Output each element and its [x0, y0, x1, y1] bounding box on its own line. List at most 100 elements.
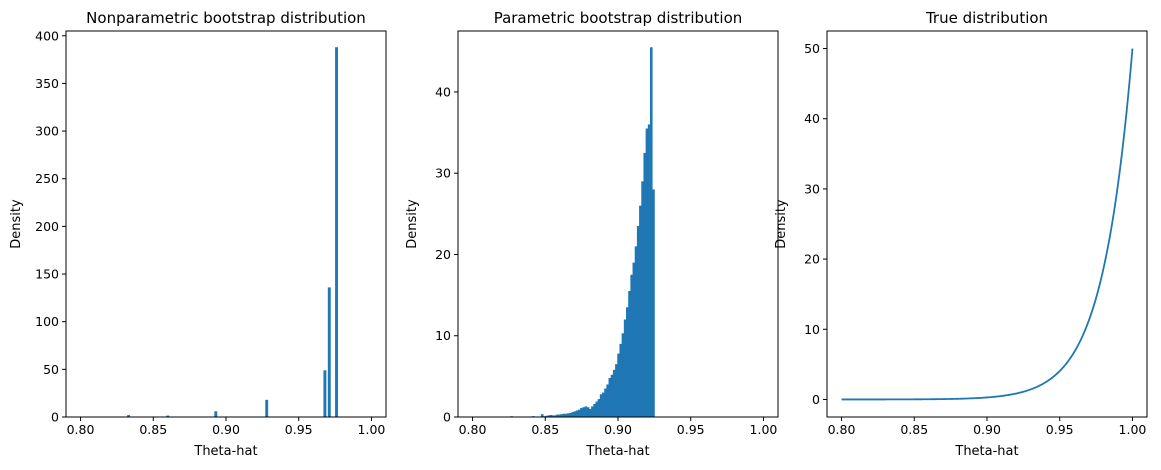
histogram-bar	[586, 407, 590, 417]
histogram-bar	[582, 407, 585, 417]
histogram-bar	[588, 408, 592, 417]
histogram-bar	[540, 414, 544, 417]
x-tick-label: 1.00	[1119, 422, 1147, 437]
y-tick-label: 300	[35, 124, 59, 139]
x-tick-label: 0.90	[604, 422, 632, 437]
y-tick-label: 40	[804, 111, 820, 126]
y-tick-label: 200	[35, 219, 59, 234]
histogram-bar	[166, 415, 170, 417]
x-axis-label: Theta-hat	[585, 444, 649, 459]
x-tick-label: 0.95	[1046, 422, 1074, 437]
histogram-bar	[265, 399, 269, 417]
histogram-bar	[599, 394, 603, 417]
histogram-bar	[604, 388, 607, 417]
y-axis-label: Density	[405, 199, 420, 249]
x-tick-label: 1.00	[358, 422, 386, 437]
y-tick-label: 100	[35, 314, 59, 329]
y-tick-label: 30	[804, 181, 820, 196]
y-tick-label: 150	[35, 267, 59, 282]
y-tick-label: 20	[804, 252, 820, 267]
x-tick-label: 0.85	[900, 422, 928, 437]
histogram-bar	[573, 411, 577, 417]
histogram-bar	[584, 406, 588, 417]
x-tick-label: 0.90	[212, 422, 240, 437]
histogram-bar	[632, 262, 636, 417]
x-tick-label: 0.95	[285, 422, 313, 437]
histogram-bar	[575, 410, 579, 417]
subplot-2: 0.80 0.85 0.90 0.95 1.00 0 10 20 30 40 Parametric …	[405, 9, 779, 459]
histogram-bar	[571, 412, 575, 417]
histogram-bar	[569, 412, 572, 417]
x-tick-label: 0.85	[139, 422, 167, 437]
histogram-bar	[639, 205, 642, 417]
histogram-bar	[647, 124, 651, 417]
histogram-bar	[610, 374, 614, 417]
histogram-bar	[615, 364, 618, 417]
x-tick-label: 0.80	[828, 422, 856, 437]
histogram-bar	[556, 414, 559, 417]
y-tick-label: 10	[804, 322, 820, 337]
histogram-bar	[580, 408, 583, 417]
x-tick-label: 0.90	[973, 422, 1001, 437]
x-tick-label: 0.95	[677, 422, 705, 437]
histogram-bar	[549, 414, 553, 417]
histogram-bar	[606, 384, 609, 417]
plot-frame	[826, 30, 1148, 418]
histogram-bar	[558, 414, 561, 417]
histogram-bar	[554, 415, 557, 417]
histogram-bar	[628, 291, 631, 417]
histogram-bar	[562, 413, 566, 417]
chart-title: Nonparametric bootstrap distribution	[86, 9, 366, 27]
histogram-bar	[578, 409, 581, 417]
histogram-bar	[564, 413, 568, 417]
y-tick-label: 40	[435, 84, 451, 99]
histogram-bar	[619, 343, 623, 417]
histogram-bar	[214, 411, 218, 417]
histogram-bar	[547, 415, 551, 417]
histogram-bar	[650, 47, 653, 418]
histogram-bar	[127, 415, 130, 417]
y-tick-label: 0	[443, 410, 451, 425]
y-tick-label: 50	[43, 362, 59, 377]
histogram-bar	[545, 415, 548, 417]
histogram-bar	[630, 274, 633, 417]
histogram-bar	[591, 406, 594, 417]
y-tick-label: 20	[435, 247, 451, 262]
x-tick-label: 0.80	[459, 422, 487, 437]
x-axis-label: Theta-hat	[193, 444, 257, 459]
histogram-bar	[643, 152, 647, 418]
histogram-bar	[617, 353, 620, 417]
histogram-bar	[641, 181, 644, 417]
x-tick-label: 0.80	[67, 422, 95, 437]
y-tick-label: 50	[804, 41, 820, 56]
y-tick-label: 0	[812, 392, 820, 407]
chart-title: Parametric bootstrap distribution	[494, 9, 743, 27]
y-tick-label: 250	[35, 171, 59, 186]
y-tick-label: 0	[51, 410, 59, 425]
histogram-bar	[602, 392, 605, 417]
x-axis-label: Theta-hat	[954, 444, 1018, 459]
y-tick-label: 10	[435, 328, 451, 343]
histogram-bar	[645, 128, 649, 417]
histogram-bar	[595, 401, 599, 417]
histogram-bar	[335, 47, 338, 418]
histogram-bar	[327, 287, 331, 417]
chart-title: True distribution	[925, 9, 1048, 27]
subplot-3: 0.80 0.85 0.90 0.95 1.00 0 10 20 30 40 50 True dist…	[774, 9, 1148, 459]
histogram-bar	[560, 414, 564, 417]
y-tick-label: 30	[435, 166, 451, 181]
histogram-bar	[612, 369, 616, 417]
histogram-bar	[652, 189, 655, 417]
histogram-bar	[623, 319, 627, 417]
subplot-1: 0.80 0.85 0.90 0.95 1.00 0 50 100 150 200 250 300 35…	[9, 9, 387, 459]
histogram-bar	[636, 226, 640, 417]
y-tick-label: 350	[35, 76, 59, 91]
density-curve	[841, 48, 1134, 401]
y-axis-label: Density	[774, 199, 789, 249]
y-tick-label: 400	[35, 28, 59, 43]
histogram-bar	[626, 307, 629, 417]
x-tick-label: 1.00	[750, 422, 778, 437]
histogram-bar	[551, 415, 555, 417]
histogram-bar	[621, 333, 625, 417]
